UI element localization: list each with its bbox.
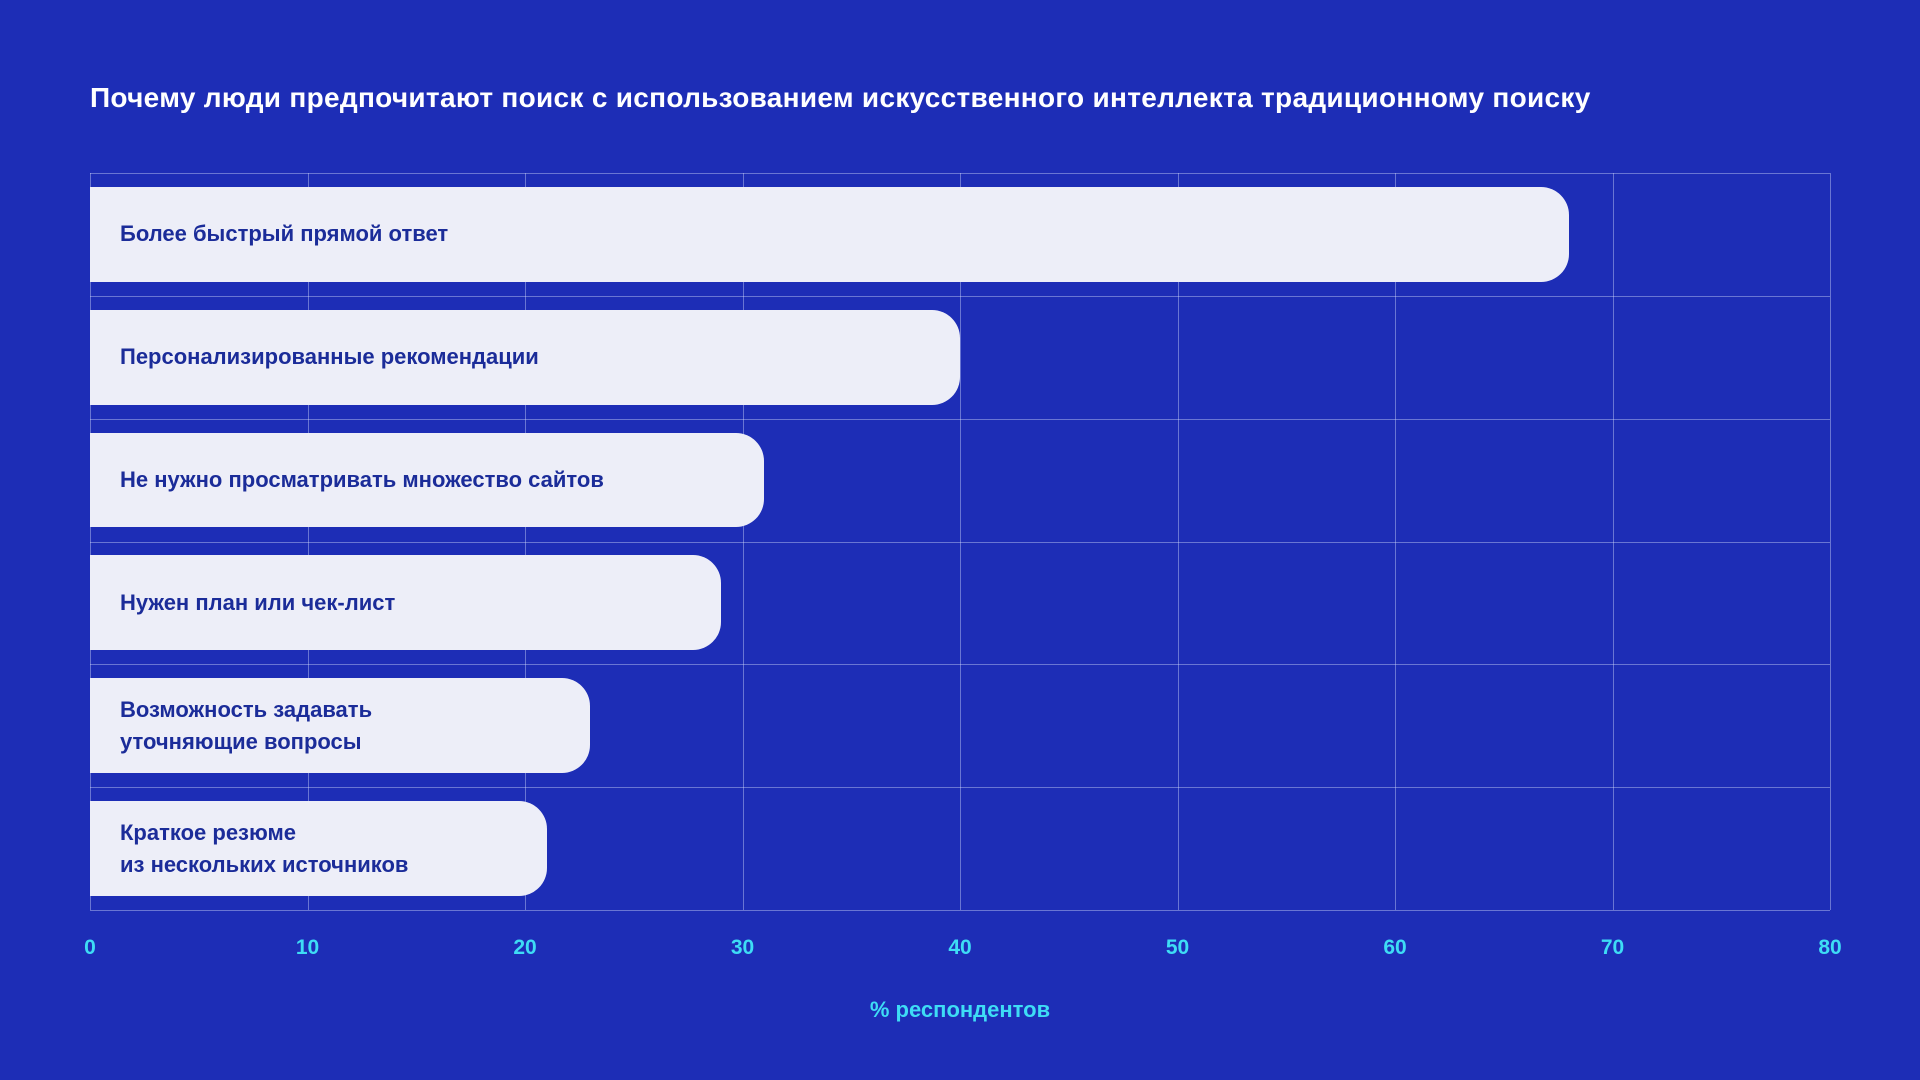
x-axis: 0 10 20 30 40 50 60 70 80 xyxy=(84,936,1842,964)
x-axis-tick-label: 40 xyxy=(948,936,972,959)
vertical-gridline xyxy=(960,173,961,910)
bar-label: Нужен план или чек-лист xyxy=(120,589,396,615)
x-axis-tick-label: 30 xyxy=(730,936,755,959)
bar-label: Краткое резюме из нескольких источников xyxy=(120,819,409,877)
bar-label: Более быстрый прямой ответ xyxy=(120,221,449,247)
bar-label: Не нужно просматривать множество сайтов xyxy=(120,467,604,493)
bar-rows: Более быстрый прямой ответ Персонализиро… xyxy=(90,173,1830,910)
chart-title: Почему люди предпочитают поиск с использ… xyxy=(90,82,1591,113)
horizontal-gridline xyxy=(90,173,1830,174)
bar: Более быстрый прямой ответ xyxy=(90,187,1569,282)
bar: Возможность задавать уточняющие вопросы xyxy=(90,678,591,774)
x-axis-tick-label: 60 xyxy=(1383,936,1407,959)
vertical-gridline xyxy=(1612,173,1614,910)
horizontal-gridline xyxy=(90,664,1830,666)
horizontal-gridline xyxy=(90,910,1830,911)
bar-row: Краткое резюме из нескольких источников xyxy=(90,787,1830,910)
x-axis-tick-label: 70 xyxy=(1600,936,1625,959)
vertical-gridline xyxy=(1830,173,1831,910)
x-axis-label: % респондентов xyxy=(869,997,1051,1022)
x-axis-tick-label: 50 xyxy=(1165,936,1190,959)
bar: Краткое резюме из нескольких источников xyxy=(90,801,547,896)
vertical-gridline xyxy=(1395,173,1396,910)
horizontal-gridlines xyxy=(90,173,1830,911)
vertical-gridline xyxy=(307,173,309,910)
bar-row: Персонализированные рекомендации xyxy=(90,296,1830,419)
bar-row: Не нужно просматривать множество сайтов xyxy=(90,419,1830,542)
bar-row: Более быстрый прямой ответ xyxy=(90,173,1830,296)
x-axis-tick-label: 20 xyxy=(513,936,537,959)
bar-label: Персонализированные рекомендации xyxy=(120,344,539,370)
vertical-gridline xyxy=(1177,173,1179,910)
bar-row: Возможность задавать уточняющие вопросы xyxy=(90,664,1830,787)
x-axis-tick-label: 80 xyxy=(1818,936,1842,959)
horizontal-gridline xyxy=(90,787,1830,789)
plot-area: Более быстрый прямой ответ Персонализиро… xyxy=(90,173,1831,911)
bar: Персонализированные рекомендации xyxy=(90,309,960,405)
vertical-gridlines xyxy=(90,173,1831,910)
bar: Не нужно просматривать множество сайтов xyxy=(90,432,765,528)
vertical-gridline xyxy=(525,173,526,910)
x-axis-tick-label: 10 xyxy=(295,936,320,959)
bar-row: Нужен план или чек-лист xyxy=(90,541,1830,664)
horizontal-gridline xyxy=(90,295,1830,297)
vertical-gridline xyxy=(742,173,744,910)
bar: Нужен план или чек-лист xyxy=(90,555,721,651)
bar-label: Возможность задавать уточняющие вопросы xyxy=(120,696,373,754)
horizontal-gridline xyxy=(90,418,1830,420)
x-axis-tick-label: 0 xyxy=(84,936,96,959)
horizontal-gridline xyxy=(90,541,1830,543)
vertical-gridline xyxy=(90,173,91,910)
